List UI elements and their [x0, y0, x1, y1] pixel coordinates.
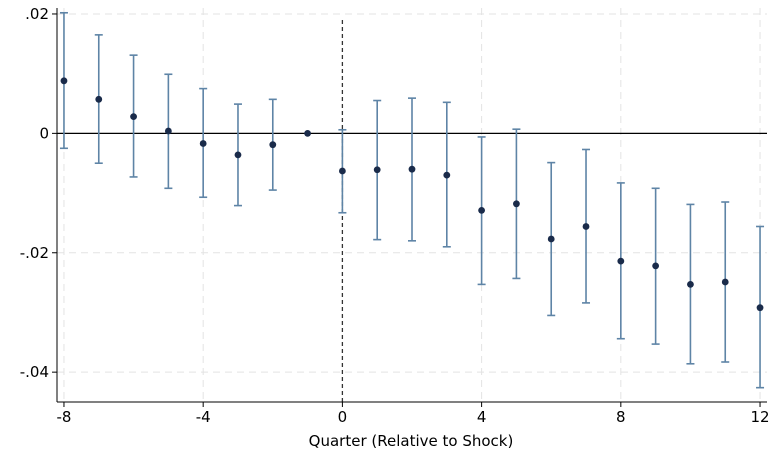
point-estimate [338, 167, 346, 175]
axes: .02 0 -.02 -.04 -8 -4 0 4 8 12 [20, 5, 769, 426]
point-estimate [95, 95, 103, 103]
point-estimate [199, 140, 207, 147]
y-tick-label: -.02 [20, 244, 49, 262]
x-tick-label: -8 [56, 408, 71, 426]
point-estimate [304, 129, 311, 137]
y-tick-label: .02 [25, 5, 49, 23]
point-estimate [513, 200, 520, 208]
point-estimate [408, 165, 416, 173]
point-estimate [234, 151, 242, 159]
point-estimate [373, 166, 381, 174]
point-estimate [443, 171, 451, 179]
y-tick-label: -.04 [20, 363, 49, 381]
point-estimate [269, 141, 277, 149]
point-estimate [756, 304, 764, 312]
x-tick-label: 0 [338, 408, 348, 426]
point-estimate [652, 262, 660, 270]
point-estimate [130, 113, 137, 121]
point-estimate [164, 127, 172, 135]
point-estimate [582, 223, 590, 230]
point-estimate [478, 206, 486, 214]
x-tick-label: -4 [196, 408, 211, 426]
point-estimate [60, 77, 68, 85]
x-tick-label: 8 [616, 408, 626, 426]
point-estimate [721, 278, 729, 286]
point-estimate [617, 257, 625, 265]
point-estimate [547, 235, 555, 243]
x-tick-label: 12 [750, 408, 769, 426]
x-axis-title: Quarter (Relative to Shock) [309, 432, 514, 450]
x-tick-label: 4 [477, 408, 487, 426]
point-estimate [687, 280, 694, 288]
point-estimates [60, 77, 764, 312]
y-tick-label: 0 [39, 124, 49, 142]
